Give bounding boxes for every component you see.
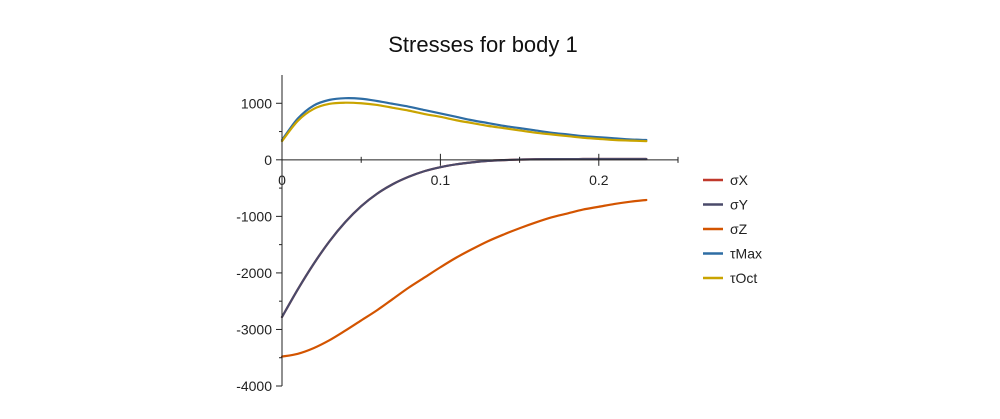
y-tick-label: -2000 — [236, 265, 272, 281]
x-tick-label: 0.1 — [431, 172, 451, 188]
y-tick-label: 1000 — [241, 95, 272, 111]
legend-label: σX — [730, 172, 749, 188]
series-line-2 — [280, 157, 648, 319]
series-line-4 — [280, 97, 648, 142]
chart-title: Stresses for body 1 — [388, 32, 578, 57]
axes: 1000 0 -1000 -2000 -3000 -4000 0 0.1 0.2 — [236, 75, 679, 394]
x-tick-label: 0 — [278, 172, 286, 188]
y-tick-label: -1000 — [236, 208, 272, 224]
plot-area — [280, 97, 648, 358]
series-line-5 — [280, 101, 648, 143]
legend-label: σY — [730, 197, 749, 213]
x-tick-label: 0.2 — [589, 172, 609, 188]
legend: σX σY σZ τMax τOct — [703, 172, 762, 286]
legend-label: τOct — [730, 270, 757, 286]
y-tick-label: 0 — [264, 152, 272, 168]
y-tick-label: -4000 — [236, 378, 272, 394]
series-line-3 — [280, 198, 648, 358]
legend-label: σZ — [730, 221, 748, 237]
y-tick-label: -3000 — [236, 321, 272, 337]
legend-label: τMax — [730, 246, 762, 262]
